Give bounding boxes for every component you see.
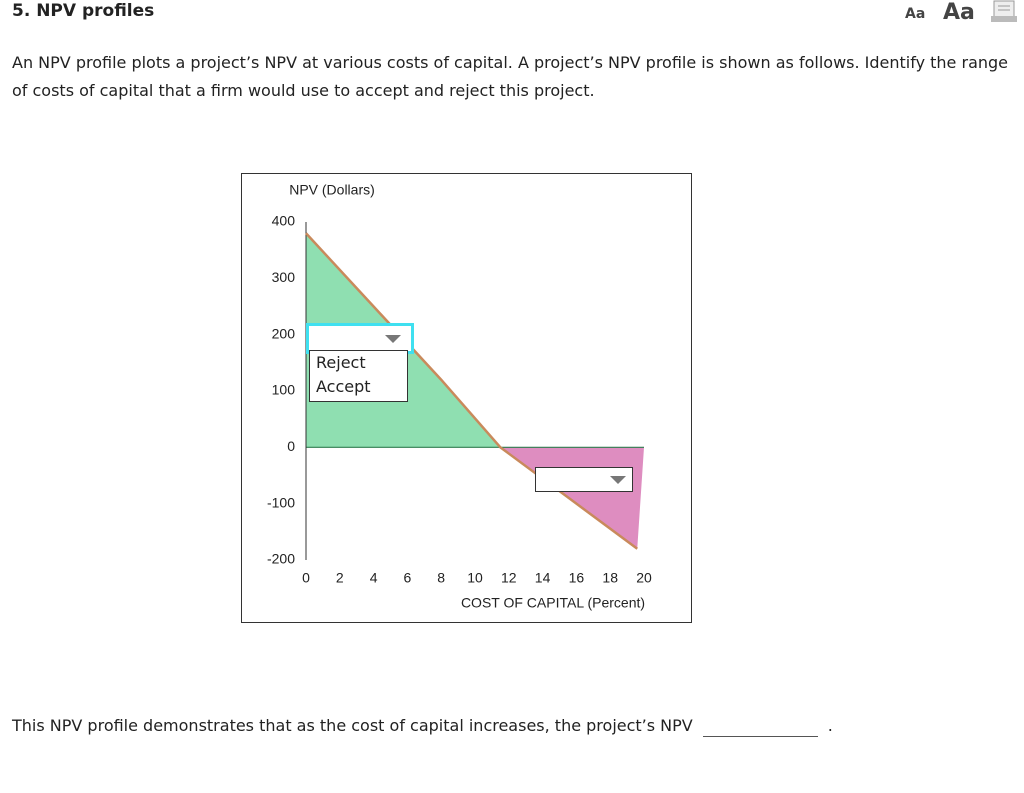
question-text: An NPV profile plots a project’s NPV at … <box>12 53 1009 100</box>
x-tick-label: 10 <box>467 570 483 586</box>
x-tick-label: 6 <box>404 570 412 586</box>
y-axis-label: NPV (Dollars) <box>289 182 375 198</box>
dropdown-arrow <box>610 476 626 484</box>
footer: This NPV profile demonstrates that as th… <box>12 716 833 737</box>
y-tick-label: 200 <box>272 325 296 341</box>
x-tick-label: 14 <box>535 570 551 586</box>
x-tick-label: 20 <box>636 570 652 586</box>
x-tick-label: 0 <box>302 570 310 586</box>
dropdown-2[interactable] <box>535 467 633 492</box>
y-tick-label: 0 <box>287 438 295 454</box>
npv-line <box>305 232 638 550</box>
x-tick-label: 18 <box>602 570 618 586</box>
x-tick-label: 12 <box>501 570 517 586</box>
x-tick-label: 2 <box>336 570 344 586</box>
y-tick-label: -100 <box>267 494 295 510</box>
dropdown-menu: Reject Accept <box>309 350 408 402</box>
y-tick-label: 300 <box>272 269 296 285</box>
dropdown-1[interactable] <box>306 323 414 354</box>
dropdown-option[interactable]: Reject <box>316 353 366 372</box>
x-tick-label: 8 <box>437 570 445 586</box>
chart-frame <box>241 173 692 623</box>
answer-blank[interactable] <box>702 716 818 737</box>
question-title: 5. NPV profiles <box>12 1 155 21</box>
print-icon[interactable] <box>990 0 1022 24</box>
y-tick-label: 400 <box>272 213 296 229</box>
footer-end: . <box>827 716 833 735</box>
x-axis-label: COST OF CAPITAL (Percent) <box>461 595 645 611</box>
x-tick-label: 16 <box>569 570 585 586</box>
footer-text: This NPV profile demonstrates that as th… <box>12 716 693 735</box>
y-tick-label: 100 <box>272 382 296 398</box>
x-tick-label: 4 <box>370 570 378 586</box>
font-large-button[interactable]: Aa <box>943 0 975 25</box>
font-small-button[interactable]: Aa <box>905 6 926 22</box>
dropdown-arrow <box>385 335 401 343</box>
chart: NPV (Dollars) COST OF CAPITAL (Percent) … <box>241 173 692 623</box>
y-tick-label: -200 <box>267 551 295 567</box>
dropdown-option[interactable]: Accept <box>316 377 371 396</box>
